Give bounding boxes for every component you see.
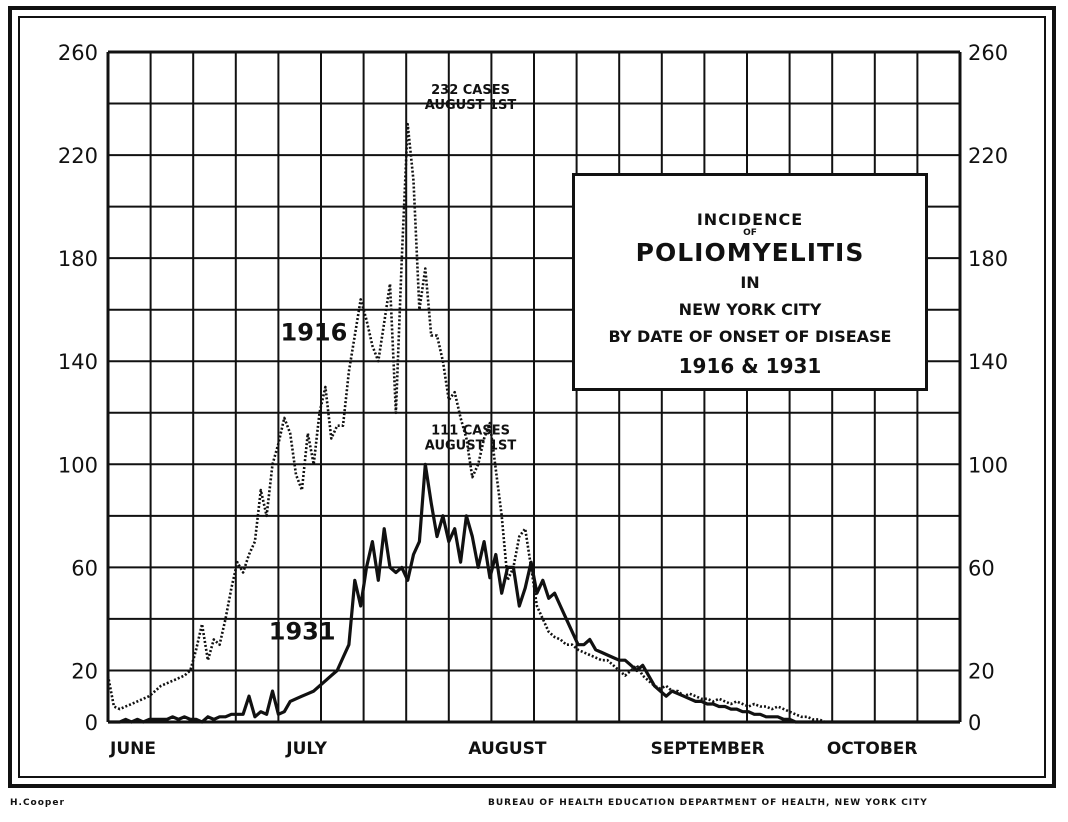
series-label: 1916 <box>281 319 348 347</box>
y-tick-label: 140 <box>968 350 1008 374</box>
month-label: OCTOBER <box>827 739 918 759</box>
y-tick-label: 0 <box>968 711 981 735</box>
y-tick-label: 260 <box>968 41 1008 65</box>
month-label: JUNE <box>109 739 156 759</box>
y-tick-label: 260 <box>58 41 98 65</box>
inner-frame <box>18 16 1046 778</box>
chart-title-box: INCIDENCE OF POLIOMYELITIS IN NEW YORK C… <box>572 173 928 391</box>
month-label: AUGUST <box>468 739 546 759</box>
series-labels: 1916 1931 <box>269 319 348 646</box>
month-labels: JUNE JULY AUGUST SEPTEMBER OCTOBER <box>109 739 917 759</box>
y-tick-label: 100 <box>58 453 98 477</box>
y-tick-label: 140 <box>58 350 98 374</box>
title-line-onset: BY DATE OF ONSET OF DISEASE <box>608 327 892 346</box>
footer-bureau: BUREAU OF HEALTH EDUCATION DEPARTMENT OF… <box>488 798 928 808</box>
annotation-cases: 111 CASES <box>431 423 510 438</box>
y-tick-labels-left: 0 20 60 100 140 180 220 260 <box>58 41 98 735</box>
y-tick-label: 60 <box>71 556 98 580</box>
y-tick-label: 100 <box>968 453 1008 477</box>
title-line-years: 1916 & 1931 <box>678 354 822 378</box>
title-line-poliomyelitis: POLIOMYELITIS <box>635 238 865 267</box>
y-tick-labels-right: 0 20 60 100 140 180 220 260 <box>968 41 1008 735</box>
series-label: 1931 <box>269 618 336 646</box>
annotation-date: AUGUST 1ST <box>425 98 517 113</box>
y-tick-label: 20 <box>968 659 995 683</box>
month-label: SEPTEMBER <box>651 739 765 759</box>
y-tick-label: 220 <box>968 144 1008 168</box>
outer-frame <box>8 6 1056 788</box>
y-tick-label: 180 <box>968 247 1008 271</box>
series-line-1916 <box>106 122 960 724</box>
y-tick-label: 20 <box>71 659 98 683</box>
annotation-cases: 232 CASES <box>431 83 510 98</box>
title-line-in: IN <box>740 273 760 292</box>
y-tick-label: 0 <box>85 711 98 735</box>
y-tick-label: 220 <box>58 144 98 168</box>
annotation-date: AUGUST 1ST <box>425 438 517 453</box>
y-tick-label: 180 <box>58 247 98 271</box>
month-label: JULY <box>285 739 327 759</box>
title-line-incidence: INCIDENCE <box>696 210 804 229</box>
footer-credit: H.Cooper <box>10 798 65 808</box>
title-line-city: NEW YORK CITY <box>678 300 822 319</box>
series-lines <box>106 122 960 724</box>
y-tick-label: 60 <box>968 556 995 580</box>
title-line-of: OF <box>743 228 757 238</box>
series-line-1931 <box>108 462 960 724</box>
